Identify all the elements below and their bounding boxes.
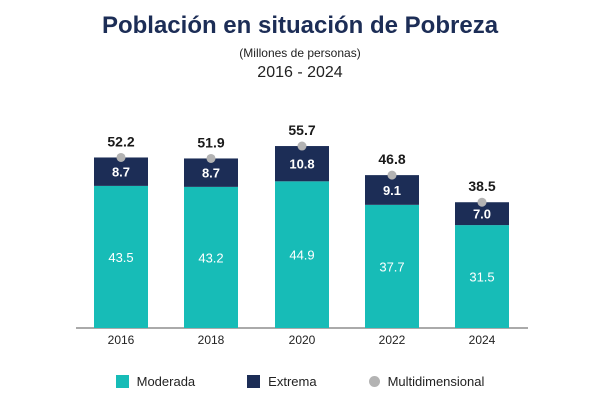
bar-moderada-2024 <box>455 225 509 328</box>
bar-extrema-2018 <box>184 158 238 187</box>
label-total-2022: 46.8 <box>378 151 405 167</box>
label-total-2024: 38.5 <box>468 178 495 194</box>
dot-multidimensional-2020 <box>297 141 307 151</box>
bar-extrema-2022 <box>365 175 419 205</box>
x-tick-2020: 2020 <box>289 333 316 347</box>
bar-extrema-2020 <box>275 146 329 182</box>
legend-swatch-moderada <box>115 375 129 388</box>
label-extrema-2016: 8.7 <box>112 165 130 180</box>
legend-swatch-extrema <box>247 375 261 388</box>
label-moderada-2024: 31.5 <box>469 270 494 285</box>
bar-moderada-2020 <box>275 181 329 328</box>
dot-multidimensional-2016 <box>116 152 126 162</box>
label-total-2020: 55.7 <box>288 122 315 138</box>
label-moderada-2020: 44.9 <box>289 248 314 263</box>
chart-subtitle: (Millones de personas) <box>239 46 361 60</box>
x-tick-2016: 2016 <box>108 333 135 347</box>
bar-extrema-2016 <box>94 157 148 186</box>
x-tick-2022: 2022 <box>379 333 406 347</box>
chart-period: 2016 - 2024 <box>257 64 343 81</box>
legend-label-moderada: Moderada <box>136 374 196 389</box>
chart-title: Población en situación de Pobreza <box>101 12 499 39</box>
label-extrema-2024: 7.0 <box>473 207 491 222</box>
label-moderada-2018: 43.2 <box>198 250 223 265</box>
x-tick-2018: 2018 <box>198 333 225 347</box>
dot-multidimensional-2024 <box>477 197 487 207</box>
legend: Moderada Extrema Multidimensional <box>0 374 600 389</box>
bar-moderada-2018 <box>184 186 238 328</box>
legend-swatch-multidimensional <box>368 376 380 387</box>
label-extrema-2020: 10.8 <box>289 157 314 172</box>
label-total-2018: 51.9 <box>197 134 224 150</box>
label-extrema-2018: 8.7 <box>202 166 220 181</box>
legend-item-moderada: Moderada <box>115 374 196 389</box>
bar-moderada-2022 <box>365 204 419 328</box>
label-moderada-2022: 37.7 <box>379 259 404 274</box>
x-tick-2024: 2024 <box>469 333 496 347</box>
label-moderada-2016: 43.5 <box>108 250 133 265</box>
label-total-2016: 52.2 <box>107 133 134 149</box>
dot-multidimensional-2018 <box>206 153 216 163</box>
bar-extrema-2024 <box>455 202 509 226</box>
label-extrema-2022: 9.1 <box>383 183 401 198</box>
bar-moderada-2016 <box>94 185 148 328</box>
legend-label-multidimensional: Multidimensional <box>387 374 485 389</box>
dot-multidimensional-2022 <box>387 170 397 180</box>
legend-item-multidimensional: Multidimensional <box>368 374 485 389</box>
legend-item-extrema: Extrema <box>247 374 317 389</box>
legend-label-extrema: Extrema <box>268 374 317 389</box>
